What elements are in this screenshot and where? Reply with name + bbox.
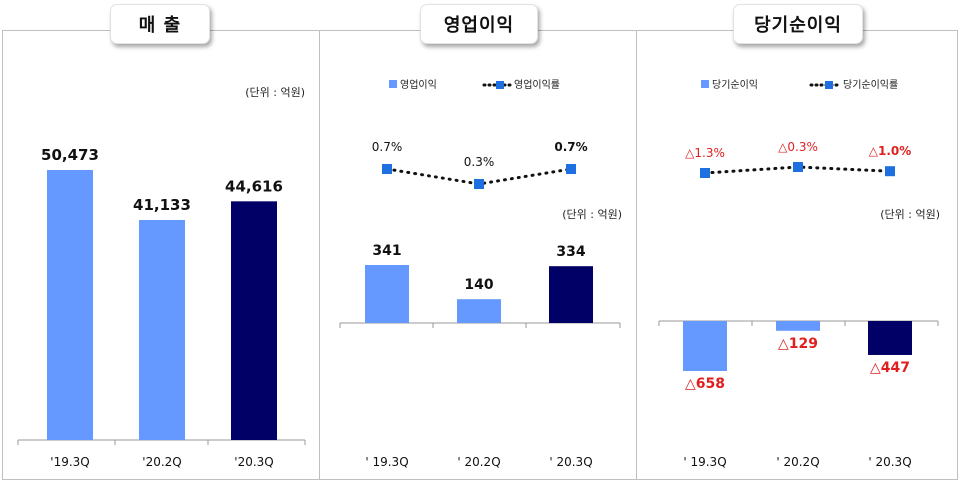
legend-label-net-margin: 당기순이익률 [843,79,898,91]
operating-profit-title: 영업이익 [420,4,538,44]
legend-label-operating-profit: 영업이익 [400,78,437,91]
operating-unit: (단위 : 억원) [562,208,622,221]
legend-marker-operating-margin [496,81,504,89]
net-income-bar [683,321,727,371]
net-margin-marker [885,166,895,177]
legend-swatch-net-income [701,80,709,88]
revenue-bar [231,201,277,440]
revenue-value-label: 50,473 [41,146,99,164]
net-income-value-label: △658 [685,376,725,392]
revenue-bar [47,170,93,440]
legend-swatch-operating-profit [389,80,397,88]
operating-profit-bar [365,265,409,323]
operating-category-label: ' 19.3Q [365,455,408,469]
operating-category-label: ' 20.3Q [549,455,592,469]
operating-margin-marker [566,164,576,174]
revenue-value-label: 41,133 [133,196,191,214]
revenue-value-label: 44,616 [225,177,283,195]
operating-profit-bar [457,299,501,323]
net-margin-label: △1.0% [869,144,912,158]
legend-label-net-income: 당기순이익 [712,79,758,91]
net-income-category-label: ' 20.2Q [776,455,819,469]
net-margin-marker [700,168,710,178]
net-margin-label: △0.3% [778,140,818,154]
net-income-bar [776,321,820,331]
revenue-bar [139,219,185,440]
legend-label-operating-margin: 영업이익률 [514,78,560,91]
net-income-category-label: ' 19.3Q [683,455,726,469]
operating-profit-value-label: 334 [556,244,585,260]
revenue-title: 매 출 [110,4,210,44]
net-income-unit: (단위 : 억원) [880,208,940,221]
operating-category-label: ' 20.2Q [457,455,500,469]
net-income-title: 당기순이익 [733,4,863,44]
net-income-bar [868,321,912,355]
operating-margin-marker [474,179,484,189]
operating-profit-value-label: 341 [372,243,401,259]
net-income-value-label: △447 [870,360,910,376]
operating-margin-label: 0.3% [464,155,495,169]
revenue-category-label: '19.3Q [50,455,89,469]
operating-margin-marker [382,164,392,174]
revenue-unit: (단위 : 억원) [245,86,305,99]
revenue-category-label: '20.2Q [142,455,181,469]
net-margin-marker [793,162,803,172]
net-margin-label: △1.3% [685,146,725,160]
operating-profit-value-label: 140 [464,277,493,293]
operating-margin-label: 0.7% [554,140,587,154]
operating-profit-bar [549,266,593,323]
operating-margin-label: 0.7% [372,140,403,154]
legend-marker-net-margin [825,81,833,89]
net-income-category-label: ' 20.3Q [868,455,911,469]
revenue-category-label: '20.3Q [234,455,273,469]
net-income-value-label: △129 [778,336,818,352]
